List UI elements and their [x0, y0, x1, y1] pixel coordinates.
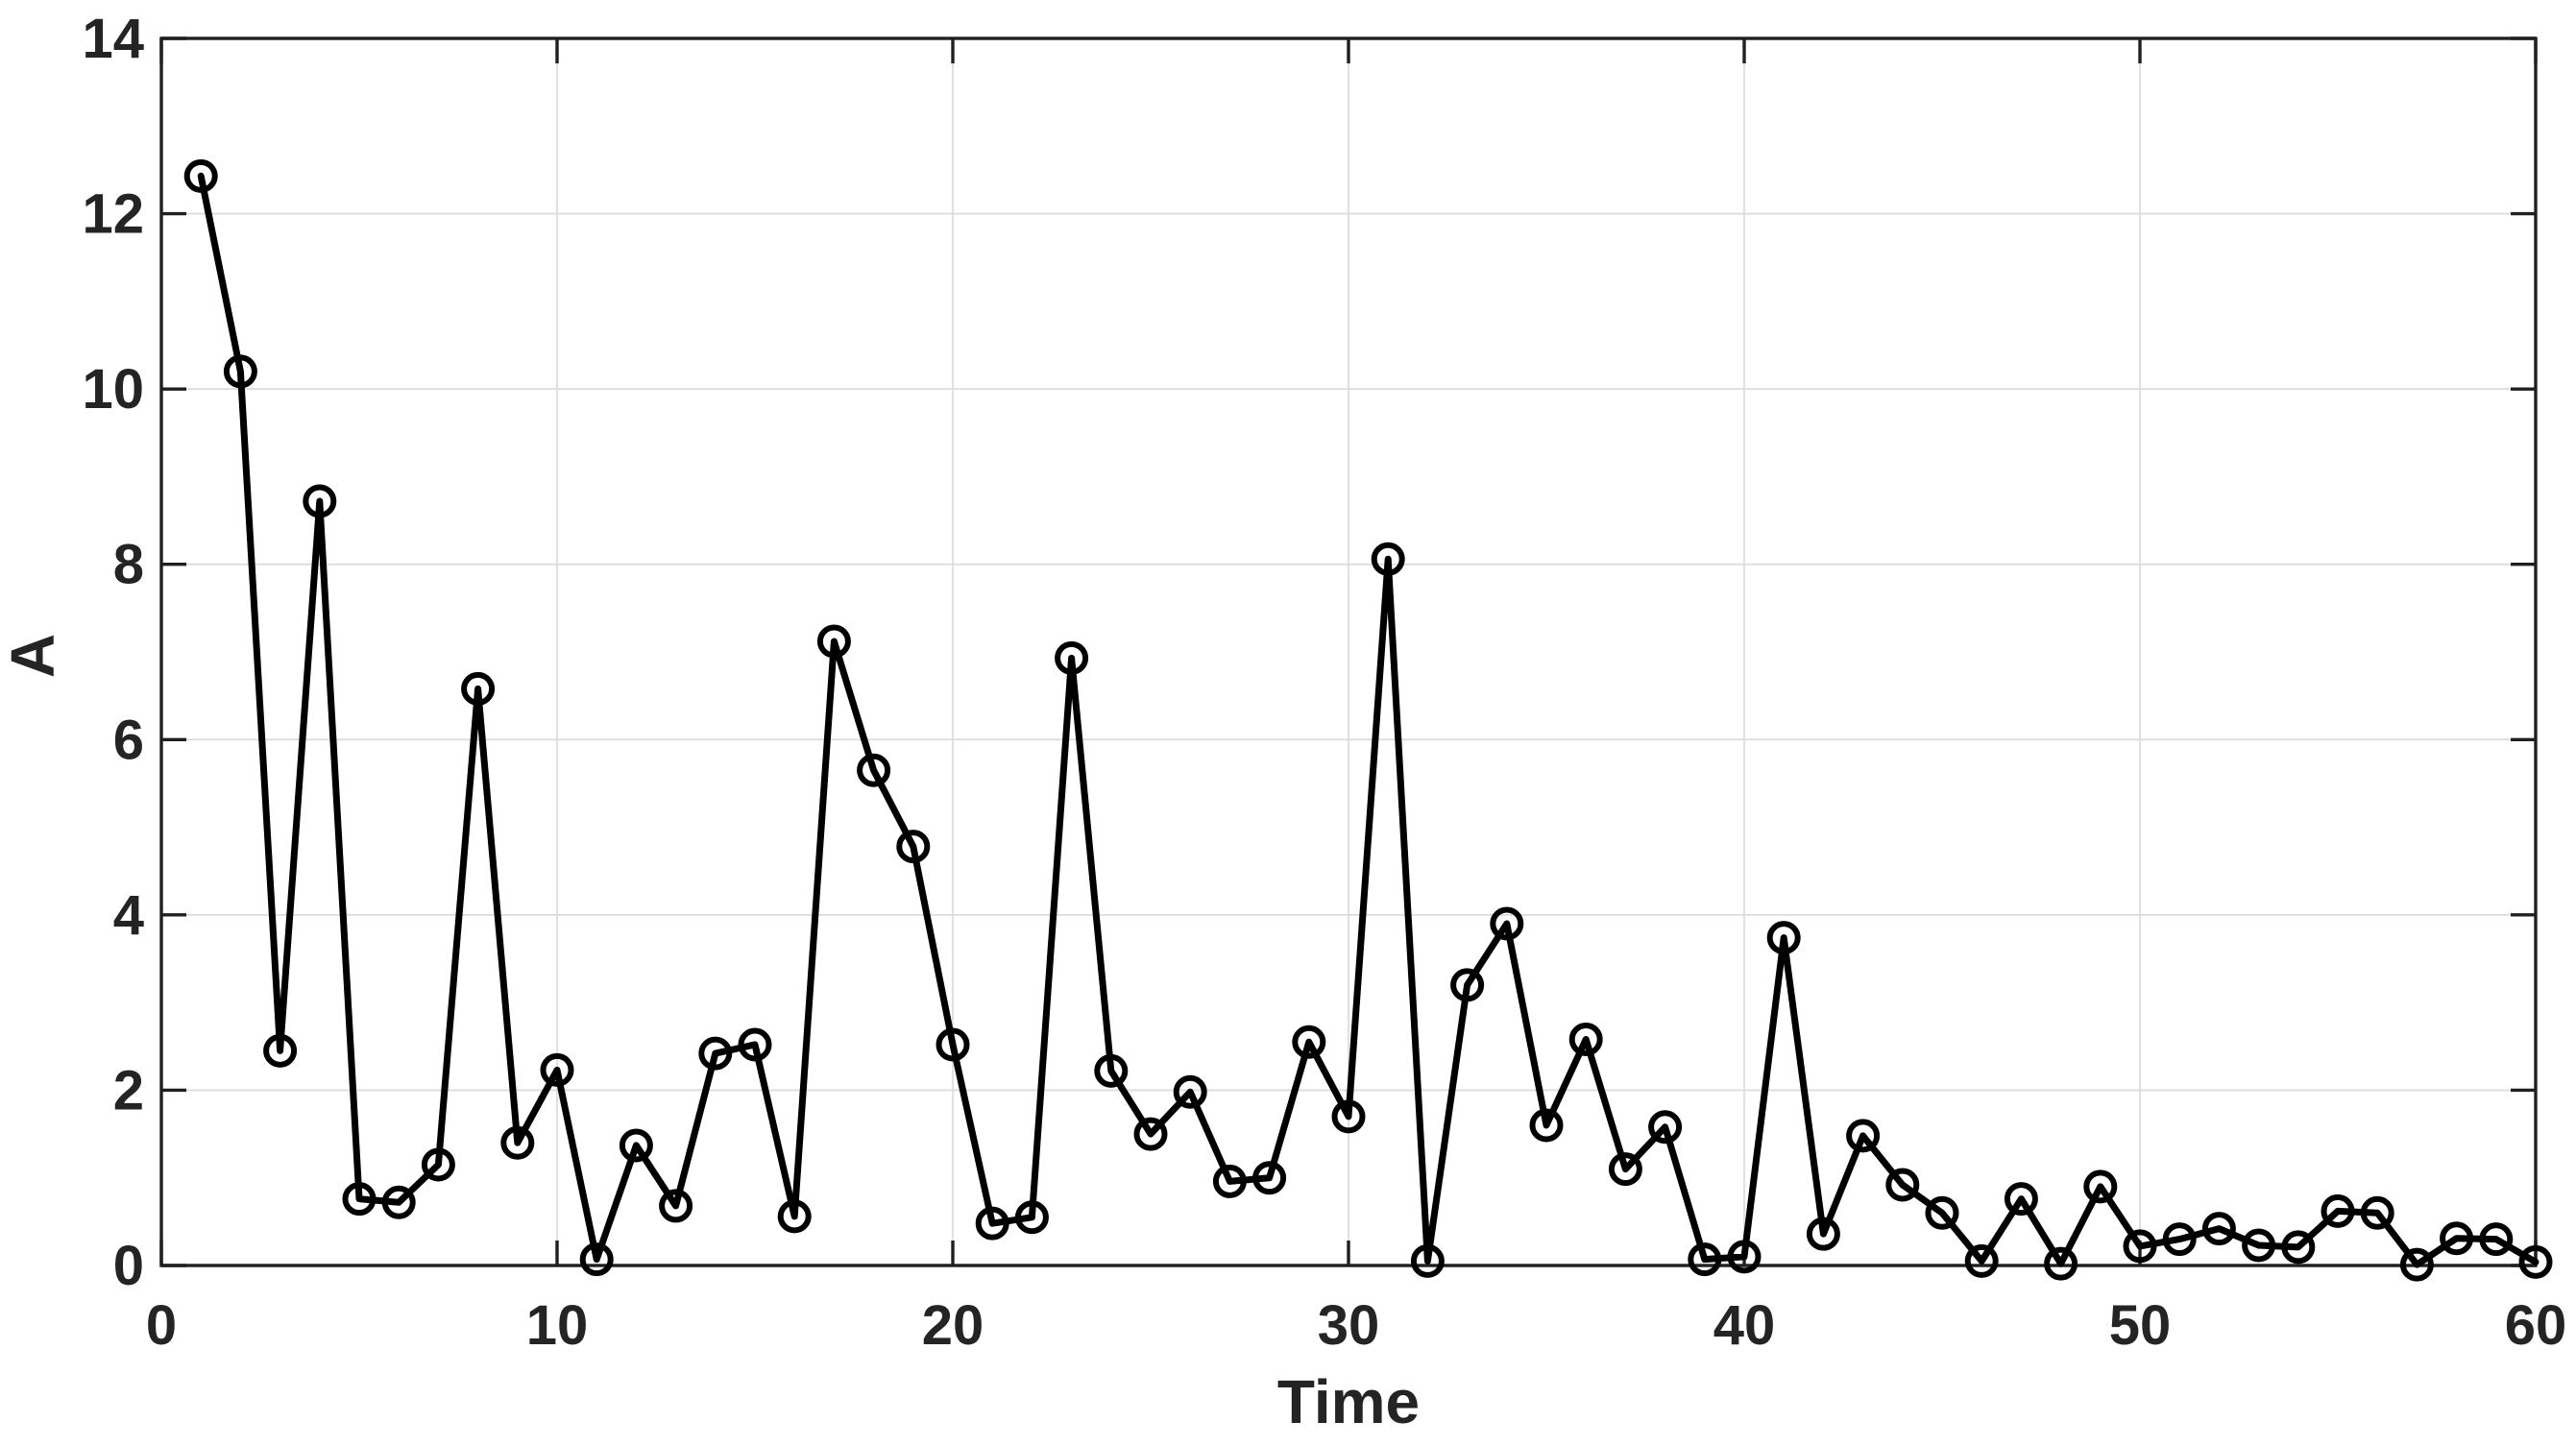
x-tick-label: 50	[2109, 1294, 2172, 1357]
x-tick-label: 0	[146, 1294, 177, 1357]
data-series	[183, 158, 2553, 1282]
x-tick-labels: 0 10 20 30 40 50 60	[146, 1294, 2566, 1357]
data-point-marker	[1173, 1074, 1207, 1109]
data-point-marker	[1688, 1242, 1722, 1277]
data-point-marker	[1055, 640, 1089, 675]
y-tick-label: 0	[113, 1235, 144, 1297]
data-point-marker	[1450, 968, 1485, 1002]
data-point-marker	[2321, 1193, 2355, 1228]
data-point-marker	[659, 1189, 693, 1223]
x-tick-label: 40	[1713, 1294, 1776, 1357]
data-point-marker	[2479, 1222, 2514, 1257]
data-point-marker	[2360, 1195, 2394, 1230]
x-tick-label: 10	[526, 1294, 589, 1357]
data-point-marker	[1925, 1195, 1959, 1230]
data-point-marker	[2242, 1228, 2276, 1263]
data-point-marker	[342, 1182, 377, 1217]
y-axis-label: A	[0, 634, 67, 678]
x-tick-label: 30	[1318, 1294, 1380, 1357]
y-tick-label: 14	[82, 8, 144, 70]
data-point-marker	[1094, 1053, 1129, 1088]
y-tick-label: 12	[82, 183, 144, 246]
data-point-marker	[2440, 1221, 2474, 1256]
data-point-marker	[1490, 906, 1524, 941]
data-point-marker	[1568, 1022, 1603, 1056]
data-point-marker	[1806, 1217, 1840, 1251]
data-point-marker	[1331, 1099, 1366, 1134]
data-point-marker	[461, 671, 496, 706]
x-tick-label: 60	[2505, 1294, 2567, 1357]
data-point-marker	[223, 354, 257, 389]
data-point-marker	[1371, 542, 1405, 576]
data-point-marker	[2399, 1247, 2434, 1282]
data-point-marker	[1014, 1200, 1049, 1235]
data-point-marker	[2201, 1212, 2236, 1246]
data-point-marker	[1964, 1243, 1999, 1278]
data-point-marker	[1529, 1108, 1564, 1143]
data-point-marker	[381, 1185, 416, 1219]
data-point-marker	[500, 1125, 535, 1160]
y-tick-labels: 0 2 4 6 8 10 12 14	[82, 8, 144, 1297]
data-point-marker	[2083, 1169, 2118, 1204]
data-point-marker	[1766, 921, 1801, 955]
x-axis-label: Time	[1277, 1367, 1420, 1436]
x-tick-label: 20	[922, 1294, 984, 1357]
data-point-marker	[1133, 1117, 1168, 1151]
data-point-marker	[1727, 1240, 1762, 1274]
data-point-marker	[698, 1036, 733, 1071]
data-point-marker	[936, 1027, 970, 1062]
data-point-marker	[303, 484, 337, 518]
axes-box	[159, 36, 2538, 1267]
grid-lines	[161, 38, 2536, 1265]
data-point-marker	[1648, 1110, 1683, 1145]
series-line	[197, 172, 2540, 1268]
data-point-marker	[540, 1052, 574, 1087]
data-point-marker	[1212, 1164, 1247, 1198]
data-point-marker	[2123, 1229, 2157, 1264]
data-point-marker	[1608, 1152, 1642, 1187]
data-point-marker	[857, 753, 891, 787]
data-point-marker	[2281, 1230, 2316, 1265]
data-point-marker	[738, 1027, 772, 1062]
data-point-marker	[816, 624, 851, 659]
data-point-marker	[1292, 1024, 1326, 1059]
data-point-marker	[777, 1199, 812, 1234]
data-point-marker	[619, 1128, 653, 1163]
data-point-marker	[2162, 1222, 2197, 1257]
data-point-marker	[2044, 1246, 2078, 1281]
data-point-marker	[896, 830, 931, 864]
data-point-marker	[2004, 1182, 2038, 1217]
y-tick-label: 6	[113, 709, 144, 771]
data-point-marker	[579, 1242, 614, 1277]
y-tick-label: 10	[82, 358, 144, 421]
data-point-marker	[1885, 1168, 1920, 1202]
data-point-marker	[183, 158, 218, 193]
data-point-marker	[1846, 1119, 1881, 1153]
data-point-marker	[2518, 1244, 2553, 1279]
data-point-marker	[1410, 1243, 1445, 1278]
y-tick-label: 2	[113, 1059, 144, 1121]
y-tick-label: 4	[113, 884, 144, 947]
data-point-marker	[975, 1206, 1009, 1241]
data-point-marker	[421, 1147, 455, 1182]
data-point-marker	[1252, 1161, 1287, 1195]
data-point-marker	[263, 1033, 298, 1068]
y-tick-label: 8	[113, 534, 144, 596]
